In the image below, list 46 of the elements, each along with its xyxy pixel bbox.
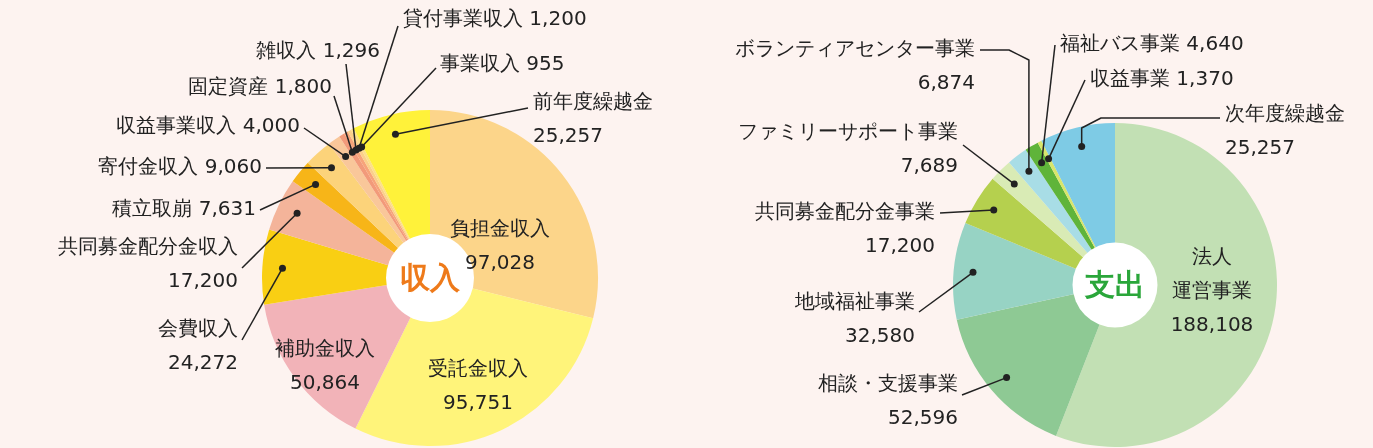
text: 支出: [1084, 266, 1145, 302]
data-label: 7,689: [900, 153, 958, 178]
slice-label: 雑収入: [256, 38, 317, 63]
slice-label: 会費収入: [158, 316, 238, 341]
data-label: 188,108: [1170, 312, 1254, 337]
data-label: 1,200: [529, 6, 587, 31]
data-label: 17,200: [865, 233, 935, 258]
data-label: 32,580: [845, 323, 915, 348]
data-label: 97,028: [465, 250, 535, 275]
slice-label: 寄付金収入: [98, 154, 199, 179]
slice-label: 貸付事業収入: [403, 6, 523, 31]
slice-label: 福祉バス事業: [1060, 31, 1180, 56]
slice-label: 法人運営事業: [1172, 244, 1252, 303]
data-label: 4,000: [242, 113, 301, 138]
slice-label: 事業収入: [440, 51, 520, 76]
data-label: 50,864: [290, 370, 360, 395]
data-label: 25,257: [533, 123, 603, 148]
slice-label: 積立取崩: [112, 196, 193, 221]
data-label: 7,631: [198, 196, 257, 221]
data-label: 95,751: [443, 390, 513, 415]
slice-label: 地域福祉事業: [794, 289, 915, 314]
slice-label: 収益事業: [1090, 66, 1170, 91]
data-label: 4,640: [1186, 31, 1244, 56]
slice-label: 固定資産: [188, 74, 269, 99]
data-label: 955: [526, 51, 565, 76]
slice-label: 次年度繰越金: [1225, 101, 1345, 126]
data-label: 6,874: [917, 70, 975, 95]
slice-label: 受託金収入: [428, 356, 528, 381]
slice-label: ファミリーサポート事業: [738, 119, 958, 144]
slice-label: 相談・支援事業: [818, 371, 958, 396]
data-label: 17,200: [168, 268, 238, 293]
slice-label: 収益事業収入: [116, 113, 237, 138]
data-label: 1,370: [1176, 66, 1234, 91]
data-label: 1,296: [322, 38, 381, 63]
slice-label: 負担金収入: [450, 216, 550, 241]
slice-label: ボランティアセンター事業: [735, 36, 975, 61]
text: 収入: [400, 259, 461, 295]
slice-label: 共同募金配分金収入: [58, 234, 238, 259]
data-label: 24,272: [168, 350, 238, 375]
data-label: 9,060: [204, 154, 263, 179]
data-label: 1,800: [274, 74, 333, 99]
slice-label: 共同募金配分金事業: [755, 199, 935, 224]
slice-label: 前年度繰越金: [533, 89, 653, 114]
slice-label: 補助金収入: [275, 336, 375, 361]
data-label: 25,257: [1225, 135, 1295, 160]
data-label: 52,596: [888, 405, 958, 430]
